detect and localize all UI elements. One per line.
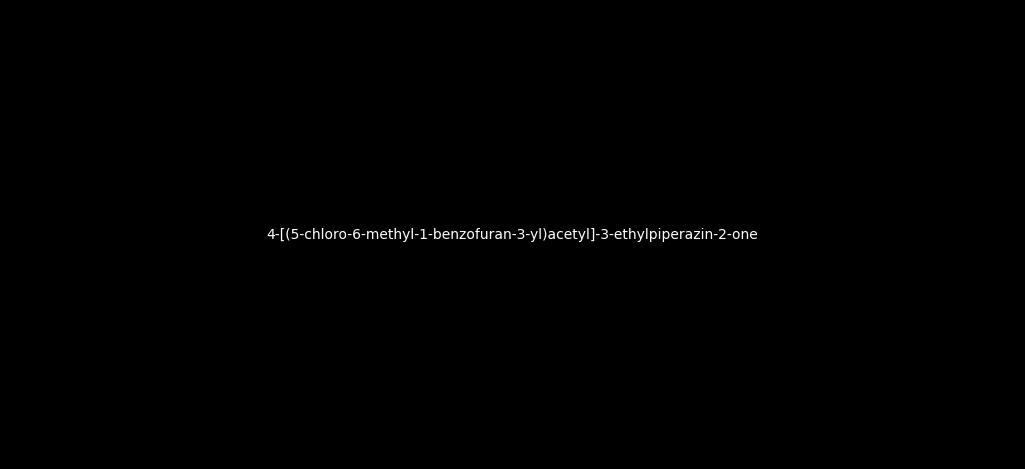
Text: 4-[(5-chloro-6-methyl-1-benzofuran-3-yl)acetyl]-3-ethylpiperazin-2-one: 4-[(5-chloro-6-methyl-1-benzofuran-3-yl)… [266,227,758,242]
